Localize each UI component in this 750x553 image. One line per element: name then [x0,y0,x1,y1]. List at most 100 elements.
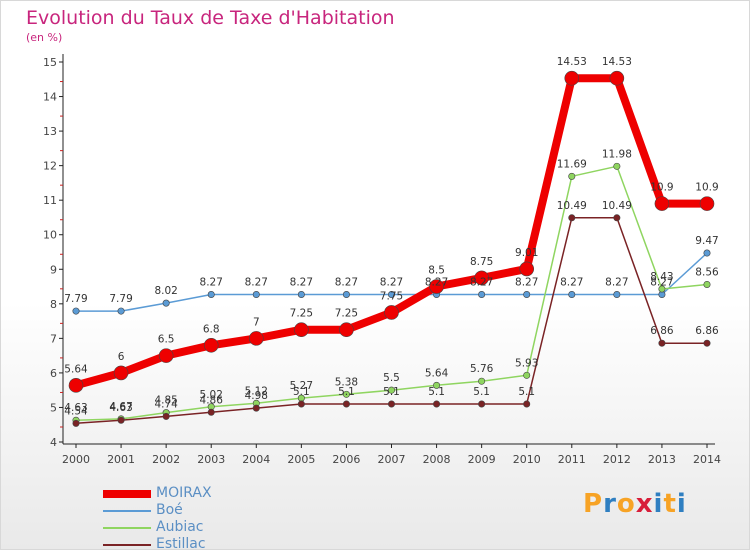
data-point [658,285,666,293]
legend-swatch-moirax [103,490,151,498]
data-point [474,270,489,286]
data-label: 5.12 [245,385,268,397]
x-tick-label: 2012 [603,453,631,466]
data-label: 8.27 [605,276,628,288]
data-point [252,290,260,298]
legend-label-estillac: Estillac [156,536,206,552]
data-point [568,290,576,298]
data-label: 8.27 [335,276,358,288]
legend-swatch-estillac [103,544,151,546]
y-tick-label: 6 [50,367,57,380]
data-label: 5.38 [335,376,358,388]
data-point [654,196,670,211]
x-tick-label: 2005 [287,453,315,466]
data-label: 5.27 [290,380,313,392]
x-tick-label: 2007 [378,453,406,466]
data-point [252,404,260,412]
data-point [433,400,441,408]
data-label: 5.1 [473,386,490,398]
data-point [207,290,215,298]
y-tick-label: 9 [50,263,57,276]
data-label: 14.53 [557,56,587,68]
data-point [568,214,576,222]
data-label: 8.56 [695,266,719,278]
data-point [387,290,395,298]
x-tick-label: 2001 [107,453,135,466]
y-tick-label: 5 [50,401,57,414]
data-label: 5.1 [518,386,535,398]
data-label: 8.27 [245,276,268,288]
data-label: 6.86 [650,325,674,337]
data-label: 8.02 [154,285,177,297]
data-label: 10.49 [602,200,632,212]
data-point [429,279,444,294]
logo-letter: x [635,489,654,519]
data-point [162,412,170,420]
data-label: 8.27 [470,276,493,288]
data-label: 7.25 [335,308,358,320]
legend-swatch-aubiac [103,527,151,529]
data-point [297,400,305,408]
proxiti-logo[interactable]: Proxiti [583,489,687,519]
data-label: 14.53 [602,56,632,68]
data-point [203,337,219,353]
y-tick-label: 4 [50,436,57,449]
data-label: 5.76 [470,363,494,375]
data-label: 11.98 [602,148,632,160]
data-point [294,322,309,338]
data-point [478,377,486,385]
data-label: 8.27 [380,276,403,288]
data-label: 8.27 [515,276,538,288]
data-label: 8.27 [650,276,673,288]
data-point [519,261,535,277]
data-label: 5.1 [383,386,400,398]
data-label: 5.64 [425,367,449,379]
data-point [433,381,441,389]
data-point [207,408,215,416]
data-label: 8.27 [425,276,448,288]
data-point [609,70,625,86]
data-label: 10.9 [650,182,673,194]
x-tick-label: 2010 [513,453,541,466]
data-label: 5.5 [383,372,400,384]
data-point [703,339,711,347]
data-point [68,378,84,393]
y-tick-label: 8 [50,298,57,311]
x-tick-label: 2006 [332,453,360,466]
data-label: 10.49 [557,200,587,212]
x-tick-label: 2011 [558,453,586,466]
data-label: 5.64 [64,363,88,375]
data-point [339,322,354,338]
data-point [523,290,531,298]
data-point [72,307,80,315]
data-label: 5.1 [338,386,355,398]
x-tick-label: 2013 [648,453,676,466]
data-point [523,371,531,379]
data-point [564,70,580,86]
data-point [658,339,666,347]
data-point [703,249,711,257]
x-tick-label: 2003 [197,453,225,466]
data-label: 8.27 [200,276,223,288]
y-tick-label: 10 [43,229,57,242]
data-point [297,290,305,298]
x-tick-label: 2004 [242,453,270,466]
data-label: 6.8 [203,323,220,335]
x-tick-label: 2008 [423,453,451,466]
logo-letter: o [616,489,636,519]
data-point [523,400,531,408]
logo-letter: P [583,489,604,519]
legend-label-moirax: MOIRAX [156,485,212,501]
legend-swatch-boe [103,510,151,512]
y-tick-label: 15 [43,56,57,69]
data-label: 8.75 [470,256,493,268]
data-label: 4.67 [109,401,132,413]
x-tick-label: 2002 [152,453,180,466]
data-label: 4.63 [109,402,132,414]
logo-letter: i [676,489,687,519]
data-label: 4.74 [154,398,178,410]
y-tick-label: 13 [43,125,57,138]
data-point [478,290,486,298]
legend-label-boe: Boé [156,502,183,518]
